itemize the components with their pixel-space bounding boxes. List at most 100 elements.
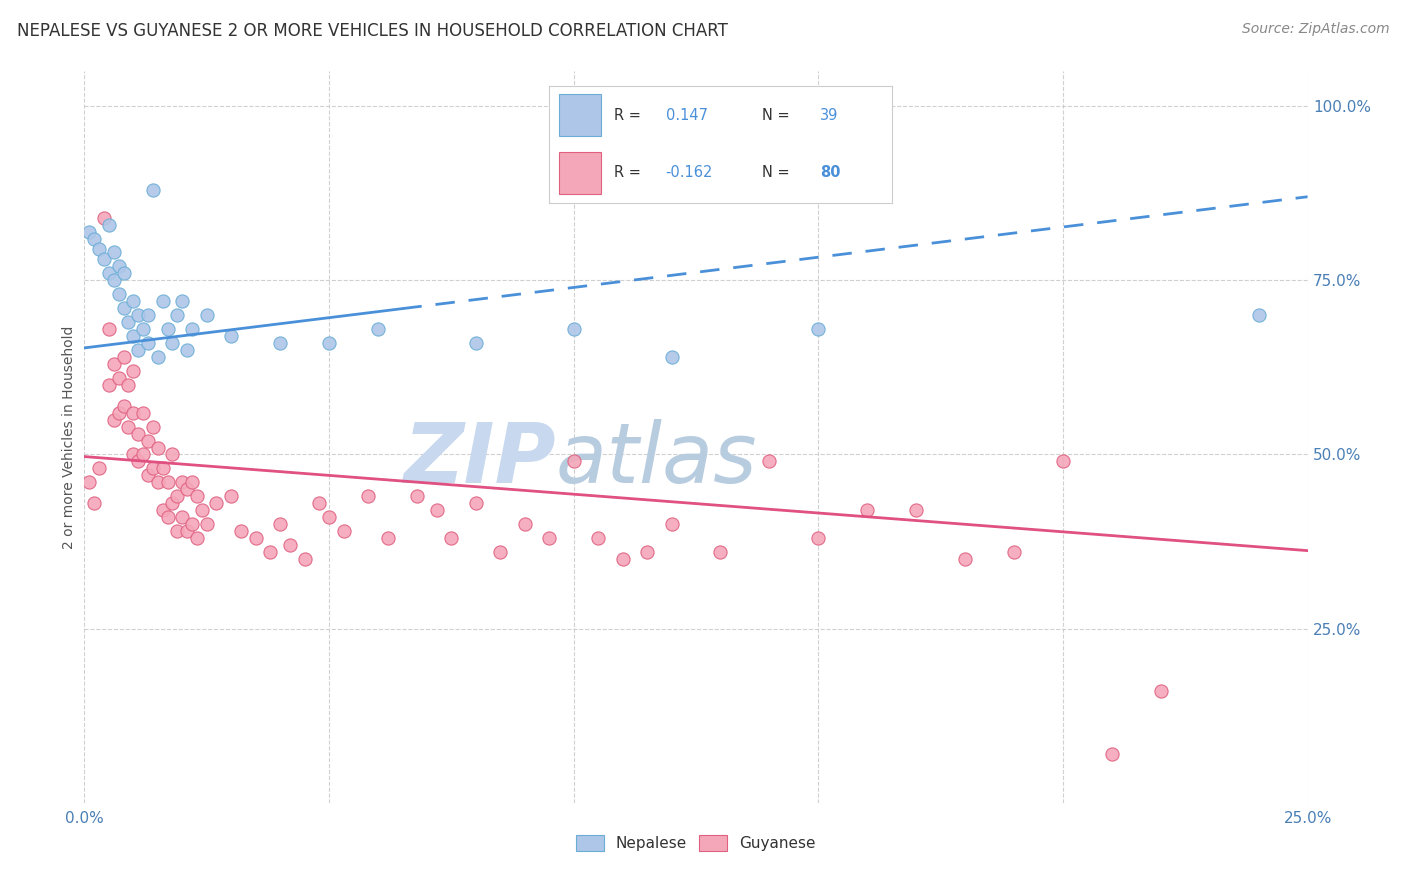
Point [513,517,536,532]
Point [318,336,340,351]
Point [127,343,149,357]
Point [122,329,145,343]
Point [318,510,340,524]
Point [142,419,165,434]
Point [464,336,486,351]
Point [156,322,179,336]
Point [278,538,301,552]
Point [172,294,194,309]
Point [195,517,218,532]
Point [107,406,129,420]
Point [132,406,155,420]
Point [146,475,169,490]
Point [562,322,585,336]
Point [107,260,129,274]
Point [186,489,208,503]
Point [166,489,188,503]
Point [132,322,155,336]
Point [357,489,380,503]
Point [146,441,169,455]
Point [136,308,159,322]
Point [107,287,129,301]
Point [464,496,486,510]
Point [122,364,145,378]
Point [406,489,429,503]
Point [538,531,561,545]
Point [953,552,976,566]
Point [77,475,100,490]
Point [586,531,609,545]
Point [103,412,125,426]
Point [205,496,228,510]
Point [1150,684,1173,698]
Point [807,531,830,545]
Point [856,503,879,517]
Point [269,336,291,351]
Point [269,517,291,532]
Point [1101,747,1123,761]
Point [807,322,830,336]
Point [117,377,139,392]
Y-axis label: 2 or more Vehicles in Household: 2 or more Vehicles in Household [62,326,76,549]
Point [93,211,115,225]
Point [136,336,159,351]
Point [127,308,149,322]
Point [93,252,115,267]
Point [83,231,105,245]
Point [229,524,252,538]
Point [156,475,179,490]
Point [117,315,139,329]
Point [1002,545,1025,559]
Point [191,503,214,517]
Point [367,322,389,336]
Point [107,371,129,385]
Point [195,308,218,322]
Point [440,531,463,545]
Point [489,545,512,559]
Point [122,448,145,462]
Point [377,531,399,545]
Point [259,545,281,559]
Point [219,489,242,503]
Point [117,419,139,434]
Point [176,524,198,538]
Point [136,468,159,483]
Point [136,434,159,448]
Point [97,322,120,336]
Point [172,475,194,490]
Point [132,448,155,462]
Point [87,461,110,475]
Point [709,545,731,559]
Point [97,266,120,280]
Point [112,350,135,364]
Point [152,294,174,309]
Point [112,399,135,413]
Point [758,454,780,468]
Text: atlas: atlas [555,418,756,500]
Point [636,545,658,559]
Point [181,322,204,336]
Point [152,461,174,475]
Point [112,266,135,280]
Point [426,503,449,517]
Point [103,273,125,287]
Legend: Nepalese, Guyanese: Nepalese, Guyanese [571,830,821,857]
Point [162,336,184,351]
Point [661,350,683,364]
Point [97,218,120,232]
Point [112,301,135,316]
Point [162,448,184,462]
Point [162,496,184,510]
Point [172,510,194,524]
Point [308,496,330,510]
Point [103,245,125,260]
Point [103,357,125,371]
Point [166,524,188,538]
Text: Source: ZipAtlas.com: Source: ZipAtlas.com [1241,22,1389,37]
Point [156,510,179,524]
Point [332,524,354,538]
Point [562,454,585,468]
Point [186,531,208,545]
Point [1052,454,1074,468]
Point [1247,308,1270,322]
